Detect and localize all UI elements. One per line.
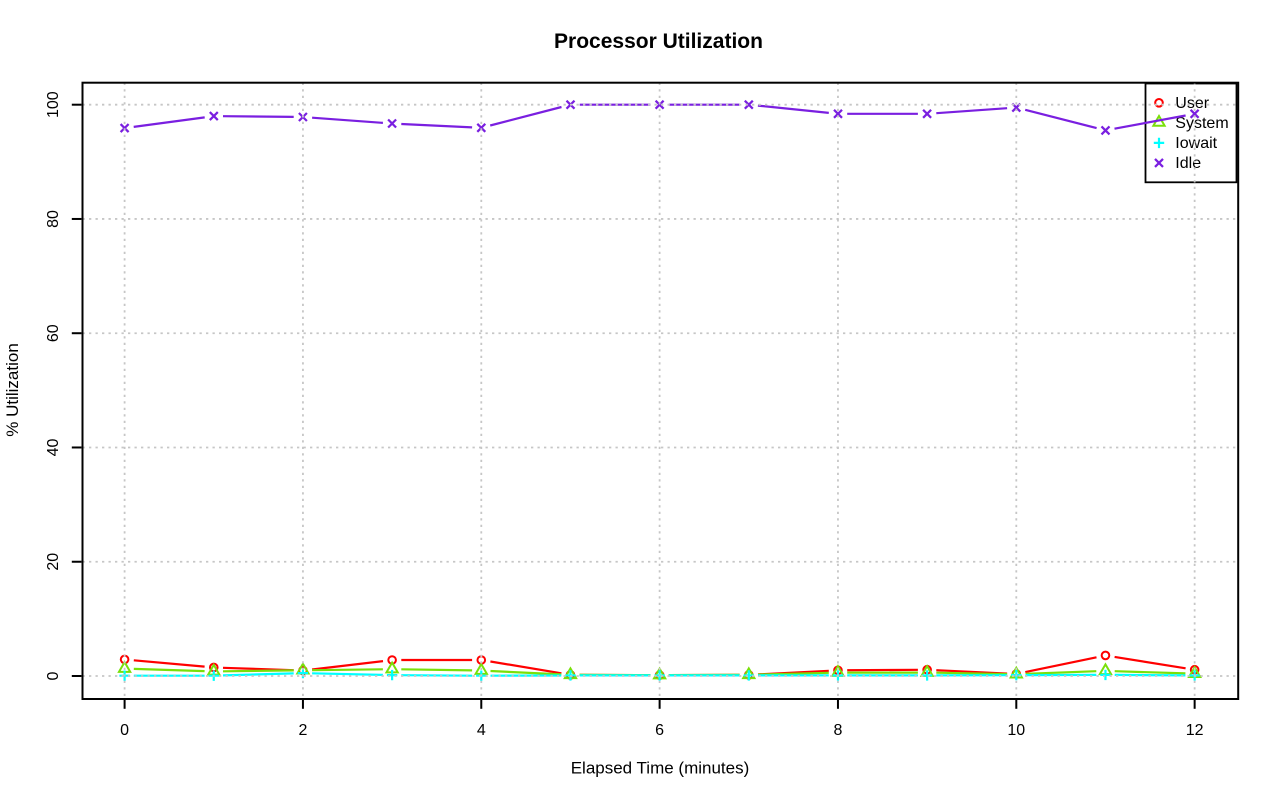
- svg-text:100: 100: [45, 91, 62, 118]
- svg-text:System: System: [1175, 115, 1228, 132]
- svg-text:Processor Utilization: Processor Utilization: [554, 30, 763, 53]
- svg-text:Idle: Idle: [1175, 155, 1201, 172]
- svg-text:6: 6: [655, 722, 664, 739]
- svg-text:12: 12: [1186, 722, 1204, 739]
- svg-text:Elapsed Time (minutes): Elapsed Time (minutes): [571, 759, 750, 778]
- svg-text:0: 0: [45, 671, 62, 680]
- svg-text:Iowait: Iowait: [1175, 135, 1217, 152]
- svg-text:8: 8: [834, 722, 843, 739]
- svg-text:0: 0: [120, 722, 129, 739]
- svg-text:% Utilization: % Utilization: [3, 343, 22, 437]
- svg-text:80: 80: [45, 210, 62, 228]
- svg-text:20: 20: [45, 553, 62, 571]
- svg-text:2: 2: [298, 722, 307, 739]
- svg-text:4: 4: [477, 722, 486, 739]
- svg-text:User: User: [1175, 95, 1209, 112]
- svg-text:40: 40: [45, 438, 62, 456]
- svg-text:60: 60: [45, 324, 62, 342]
- svg-text:10: 10: [1007, 722, 1025, 739]
